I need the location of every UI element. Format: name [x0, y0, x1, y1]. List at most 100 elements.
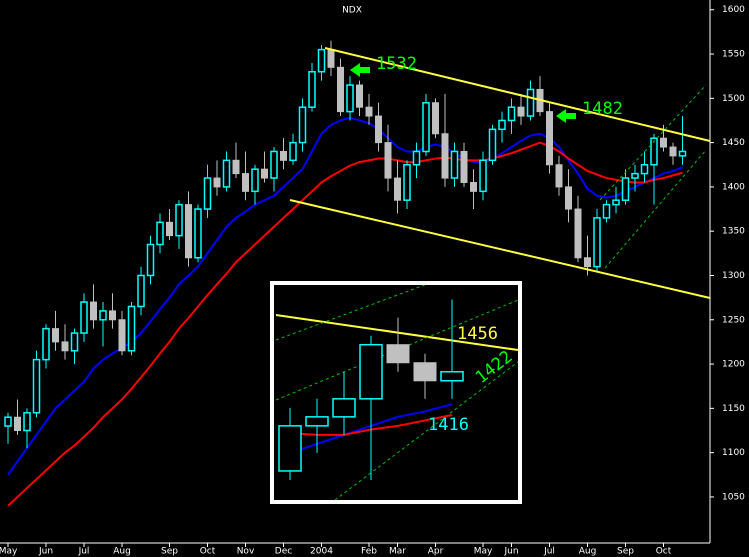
candle-body — [488, 128, 497, 162]
annotation: 1482 — [582, 99, 623, 119]
candle-body — [4, 416, 12, 427]
candle-body — [574, 208, 582, 259]
candle-body — [359, 343, 383, 400]
candle-body — [460, 150, 468, 183]
candle-body — [413, 362, 437, 382]
x-tick-label: Jun — [503, 547, 518, 557]
candle-body — [386, 344, 410, 364]
channel-lower-green — [604, 149, 707, 269]
candle-body — [612, 199, 620, 206]
candle-body — [650, 137, 658, 166]
candle-body — [166, 221, 173, 237]
y-tick-label: 1200 — [722, 360, 745, 370]
candle-body — [422, 102, 430, 153]
candle-body — [375, 115, 382, 144]
candle-body — [337, 66, 344, 113]
candle-body — [137, 274, 145, 308]
x-tick-label: Feb — [361, 547, 377, 557]
candle-body — [440, 371, 464, 382]
channel-lower — [289, 199, 711, 299]
candle-body — [640, 164, 649, 175]
candle-body — [660, 137, 667, 148]
candle-body — [356, 84, 363, 108]
inset-label: 1416 — [428, 415, 469, 435]
candle-body — [305, 416, 329, 427]
y-tick-label: 1050 — [722, 492, 745, 502]
candle-body — [546, 111, 553, 166]
candle-body — [517, 106, 525, 117]
candle-body — [450, 150, 459, 179]
y-tick-label: 1350 — [722, 227, 745, 237]
candle-body — [70, 332, 79, 352]
x-tick-label: Nov — [237, 547, 255, 557]
chart-title: NDX — [342, 6, 362, 16]
candle-body — [289, 141, 297, 162]
y-tick-label: 1150 — [722, 404, 745, 414]
candle-body — [242, 173, 249, 192]
candle-body — [584, 257, 591, 268]
candle-body — [332, 398, 356, 418]
x-tick-label: Jun — [38, 547, 53, 557]
candle-body — [432, 102, 439, 135]
x-tick-label: Oct — [200, 547, 216, 557]
x-tick-label: Jul — [78, 547, 90, 557]
candle-body — [280, 150, 287, 161]
candle-body — [32, 358, 41, 414]
y-tick-label: 1100 — [722, 448, 745, 458]
x-tick-label: Aug — [113, 547, 131, 557]
x-tick-label: Aug — [579, 547, 597, 557]
candle-body — [52, 328, 59, 343]
candle-body — [498, 119, 506, 131]
y-tick-label: 1450 — [722, 138, 745, 148]
candle-body — [99, 310, 107, 321]
candle-body — [14, 416, 21, 432]
candle-body — [185, 204, 192, 259]
candle-body — [441, 133, 449, 179]
candle-body — [470, 181, 477, 192]
channel-upper-green — [599, 84, 707, 201]
y-tick-label: 1550 — [722, 50, 745, 60]
candle-body — [222, 159, 231, 188]
channel-upper — [324, 47, 711, 142]
candle-body — [278, 425, 302, 472]
inset-frame — [270, 281, 522, 504]
candle-body — [127, 305, 136, 352]
x-tick-label: Oct — [656, 547, 672, 557]
x-tick-label: Mar — [389, 547, 406, 557]
candle-body — [678, 150, 687, 157]
candle-body — [203, 177, 212, 210]
x-tick-label: Sep — [161, 547, 178, 557]
candle-body — [621, 177, 630, 201]
candle-body — [602, 203, 611, 219]
y-tick-label: 1300 — [722, 271, 745, 281]
candle-body — [593, 217, 601, 268]
candle-body — [42, 327, 50, 361]
candle-body — [80, 301, 88, 334]
y-tick-label: 1400 — [722, 182, 745, 192]
x-tick-label: Dec — [275, 547, 292, 557]
candle-body — [118, 319, 126, 352]
moving-average — [7, 141, 683, 507]
candle-body — [565, 186, 572, 210]
y-tick-label: 1600 — [722, 5, 745, 15]
candle-body — [384, 142, 392, 179]
candle-body — [156, 221, 164, 246]
inset-bg — [272, 283, 520, 502]
candle-body — [327, 49, 335, 68]
annotation: 1532 — [376, 54, 417, 74]
candle-body — [317, 48, 326, 73]
candle-body — [394, 177, 401, 201]
candle-body — [631, 172, 639, 179]
candle-body — [146, 243, 155, 277]
x-tick-label: Apr — [428, 547, 444, 557]
x-tick-label: May — [474, 547, 493, 557]
candle-body — [109, 310, 116, 321]
arrow — [350, 63, 370, 77]
inset-channel — [275, 314, 518, 351]
candle-body — [61, 341, 69, 352]
candle-body — [175, 203, 183, 237]
candle-body — [194, 208, 202, 259]
candle-body — [23, 412, 31, 432]
